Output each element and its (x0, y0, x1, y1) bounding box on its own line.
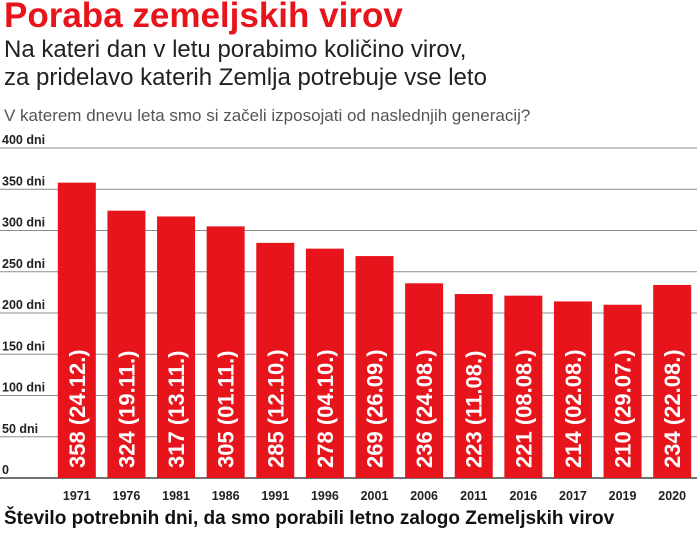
grid-layer (0, 147, 697, 479)
y-tick-label: 150 dni (2, 339, 45, 353)
y-tick-label: 250 dni (2, 257, 45, 271)
bars-layer (57, 182, 692, 478)
y-tick-label: 350 dni (2, 174, 45, 188)
x-tick-label: 1971 (63, 489, 91, 503)
bar (107, 210, 146, 478)
bar-value-label: 324 (19.11.) (114, 351, 139, 468)
x-tick-label: 2016 (509, 489, 537, 503)
bar (355, 256, 394, 478)
chart-question: V katerem dnevu leta smo si začeli izpos… (4, 106, 531, 125)
x-tick-label: 1991 (261, 489, 289, 503)
x-tick-label: 1976 (113, 489, 141, 503)
labels-layer: 0 50 dni 100 dni 150 dni 200 dni 250 dni 300 d… (2, 133, 686, 503)
bar (553, 301, 592, 478)
x-tick-label: 2017 (559, 489, 587, 503)
bar-value-label: 236 (24.08.) (412, 349, 437, 468)
bar-value-label: 317 (13.11.) (164, 351, 189, 468)
bar (504, 295, 543, 478)
bar-value-label: 358 (24.12.) (65, 349, 90, 468)
bar-value-label: 278 (04.10.) (313, 349, 338, 468)
y-tick-label: 400 dni (2, 133, 45, 147)
bar-value-label: 223 (11.08.) (462, 351, 487, 468)
x-tick-label: 1981 (162, 489, 190, 503)
bar-value-label: 234 (22.08.) (660, 349, 685, 468)
subtitle-line-2: za pridelavo katerih Zemlja potrebuje vs… (4, 64, 487, 91)
x-tick-label: 2019 (609, 489, 637, 503)
y-tick-label: 300 dni (2, 216, 45, 230)
x-tick-label: 1996 (311, 489, 339, 503)
bar (57, 182, 96, 478)
bar-value-label: 305 (01.11.) (214, 351, 239, 468)
bar-value-label: 210 (29.07.) (611, 349, 636, 468)
bar (603, 304, 642, 478)
x-tick-label: 2020 (658, 489, 686, 503)
x-tick-label: 2011 (460, 489, 487, 503)
y-tick-label: 50 dni (2, 422, 38, 436)
bar-value-label: 221 (08.08.) (511, 349, 536, 468)
bar (454, 294, 493, 478)
y-tick-label: 0 (2, 463, 9, 477)
x-tick-label: 1986 (212, 489, 240, 503)
bar (157, 216, 196, 478)
bar (405, 283, 444, 478)
bar (256, 242, 295, 478)
x-tick-label: 2006 (410, 489, 438, 503)
y-tick-label: 100 dni (2, 381, 45, 395)
subtitle-line-1: Na kateri dan v letu porabimo količino v… (4, 36, 467, 63)
chart-subtitle: Na kateri dan v letu porabimo količino v… (4, 36, 694, 92)
x-tick-label: 2001 (361, 489, 389, 503)
bar (206, 226, 245, 478)
y-tick-label: 200 dni (2, 298, 45, 312)
bar (305, 248, 344, 478)
bar-value-label: 269 (26.09.) (363, 349, 388, 468)
bar-value-label: 214 (02.08.) (561, 349, 586, 468)
chart-title: Poraba zemeljskih virov (4, 0, 403, 35)
bar-value-label: 285 (12.10.) (263, 349, 288, 468)
bar (653, 284, 692, 478)
chart-footer-caption: Število potrebnih dni, da smo porabili l… (4, 508, 615, 529)
